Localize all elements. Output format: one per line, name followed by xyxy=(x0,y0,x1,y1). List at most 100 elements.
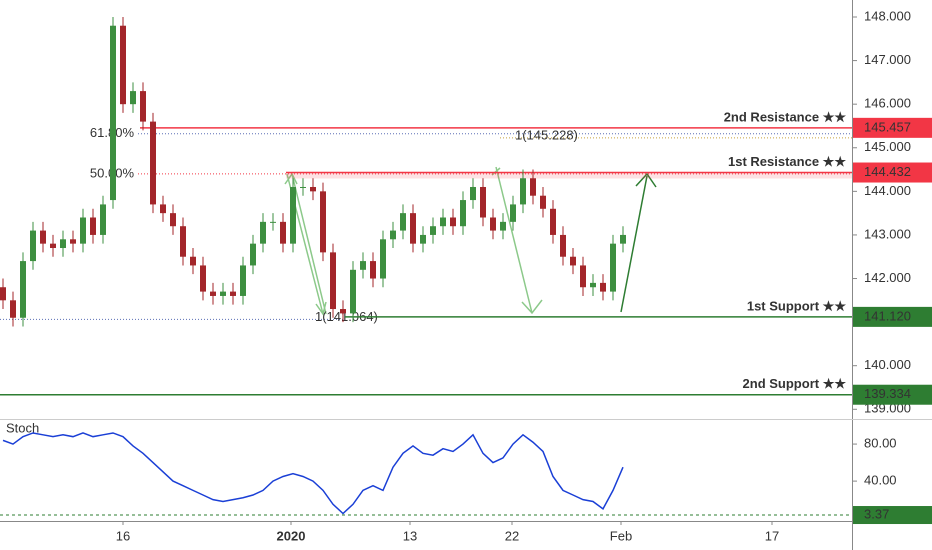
candle-body xyxy=(40,230,46,244)
arrow xyxy=(620,175,648,313)
candle-body xyxy=(450,217,456,227)
arrow-head xyxy=(315,301,327,316)
indicator-name: Stoch xyxy=(6,420,39,435)
level-value: 3.37 xyxy=(864,506,889,521)
candle-body xyxy=(570,256,576,266)
candle-body xyxy=(220,291,226,296)
candle-body xyxy=(140,91,146,122)
candle-body xyxy=(240,265,246,296)
candle-body xyxy=(410,213,416,244)
level-badge xyxy=(853,306,932,327)
level-name: 2nd Support ★★ xyxy=(743,376,847,391)
level-name: 1st Resistance ★★ xyxy=(728,154,846,169)
candle-body xyxy=(200,265,206,292)
level-value: 141.120 xyxy=(864,308,911,323)
candle-body xyxy=(190,256,196,266)
arrow xyxy=(495,166,533,314)
candle-body xyxy=(600,282,606,292)
candle-body xyxy=(80,217,86,244)
candle-body xyxy=(70,239,76,244)
candle-body xyxy=(480,186,486,218)
candle-body xyxy=(10,300,16,318)
x-tick-label: 13 xyxy=(403,528,417,543)
stoch-line xyxy=(2,432,624,515)
y-tick-label: 142.000 xyxy=(864,270,911,285)
candle-body xyxy=(260,221,266,244)
candle-body xyxy=(370,261,376,279)
x-tick-label: Feb xyxy=(610,528,632,543)
candle-body xyxy=(100,204,106,235)
candle-body xyxy=(130,91,136,105)
candle-body xyxy=(150,121,156,205)
candle-body xyxy=(250,243,256,266)
candle-body xyxy=(20,261,26,318)
y-tick-label: 144.000 xyxy=(864,183,911,198)
candle-body xyxy=(620,234,626,244)
level-name: 1st Support ★★ xyxy=(747,298,846,313)
candle-body xyxy=(460,200,466,227)
candle-body xyxy=(430,226,436,235)
candle-body xyxy=(340,309,346,314)
candle-body xyxy=(310,186,316,192)
y-tick-label: 143.000 xyxy=(864,226,911,241)
candle-body xyxy=(510,204,516,222)
candle-body xyxy=(300,186,306,188)
level-badge xyxy=(853,162,932,183)
candle-body xyxy=(520,178,526,205)
x-tick-label: 2020 xyxy=(277,528,306,543)
arrow-head xyxy=(635,172,657,188)
candle-body xyxy=(470,186,476,201)
candle-body xyxy=(60,239,66,249)
candle-body xyxy=(330,252,336,310)
candle-body xyxy=(210,291,216,296)
y-tick-label: 146.000 xyxy=(864,96,911,111)
arrow xyxy=(291,173,327,315)
candle-body xyxy=(580,265,586,288)
candle-body xyxy=(180,226,186,257)
candle-body xyxy=(380,239,386,279)
candle-body xyxy=(360,261,366,270)
level-value: 144.432 xyxy=(864,164,911,179)
candle-body xyxy=(400,213,406,231)
candle-body xyxy=(590,282,596,288)
arrow-head xyxy=(521,299,543,315)
projection-label: 1(145.228) xyxy=(515,127,578,142)
candle-body xyxy=(420,234,426,244)
candle-body xyxy=(350,269,356,314)
level-value: 139.334 xyxy=(864,386,911,401)
resistance-zone xyxy=(286,172,852,179)
y-tick-label: 145.000 xyxy=(864,139,911,154)
candle-body xyxy=(540,195,546,209)
candle-body xyxy=(390,230,396,240)
candle-body xyxy=(120,25,126,105)
level-name: 2nd Resistance ★★ xyxy=(724,109,847,124)
level-badge xyxy=(853,506,932,525)
candle-body xyxy=(490,217,496,231)
candle-body xyxy=(610,243,616,292)
target-arrow xyxy=(620,172,657,313)
x-tick-label: 16 xyxy=(116,528,130,543)
level-badge xyxy=(853,117,932,138)
level-badge xyxy=(853,384,932,405)
candle-body xyxy=(500,221,506,231)
candle-body xyxy=(270,221,276,223)
candle-body xyxy=(160,204,166,214)
candle-body xyxy=(0,287,6,301)
candle-body xyxy=(170,213,176,227)
y-tick-label: 40.00 xyxy=(864,473,897,488)
y-tick-label: 147.000 xyxy=(864,52,911,67)
y-tick-label: 80.00 xyxy=(864,436,897,451)
candle-body xyxy=(50,243,56,249)
candle-body xyxy=(530,178,536,196)
candle-body xyxy=(110,25,116,201)
x-tick-label: 22 xyxy=(505,528,519,543)
candle-body xyxy=(440,217,446,227)
arrow xyxy=(491,167,501,176)
candle-body xyxy=(550,208,556,235)
candle-body xyxy=(320,191,326,253)
level-value: 145.457 xyxy=(864,119,911,134)
candle-body xyxy=(90,217,96,235)
y-tick-label: 140.000 xyxy=(864,357,911,372)
